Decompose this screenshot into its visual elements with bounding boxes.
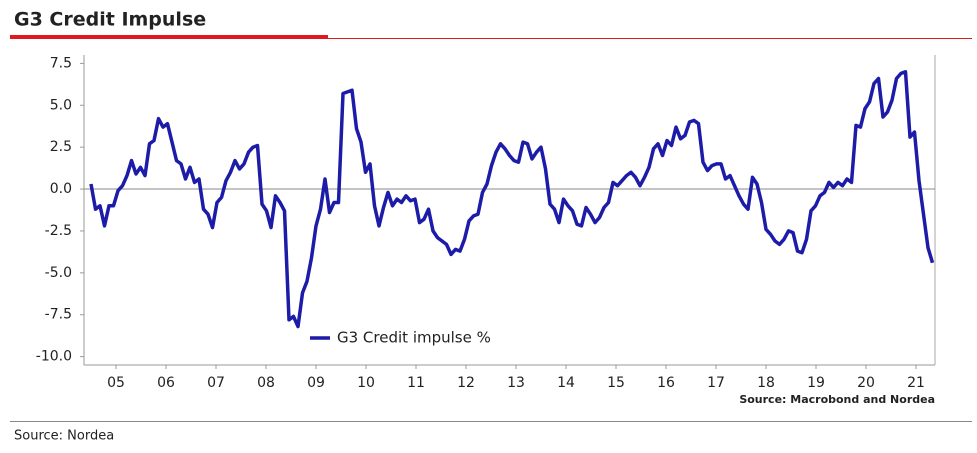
y-tick-label: 2.5 [50, 139, 72, 155]
x-tick-label: 19 [807, 375, 825, 391]
x-tick-label: 20 [857, 375, 875, 391]
x-tick-label: 08 [257, 375, 275, 391]
y-tick-label: -7.5 [45, 307, 72, 323]
x-tick-label: 05 [107, 375, 125, 391]
x-tick-label: 15 [607, 375, 625, 391]
legend-label: G3 Credit impulse % [337, 329, 491, 347]
series-line [89, 70, 935, 329]
x-tick-label: 06 [157, 375, 175, 391]
y-tick-label: 0.0 [50, 181, 72, 197]
y-tick-label: -2.5 [45, 223, 72, 239]
x-tick-label: 11 [407, 375, 425, 391]
footer: Source: Nordea [14, 429, 114, 444]
x-tick-label: 12 [457, 375, 475, 391]
x-tick-label: 16 [657, 375, 675, 391]
x-tick-label: 10 [357, 375, 375, 391]
x-tick-label: 07 [207, 375, 225, 391]
y-tick-label: -10.0 [36, 349, 72, 365]
y-tick-label: -5.0 [45, 265, 72, 281]
title-bar [10, 35, 328, 39]
x-tick-label: 18 [757, 375, 775, 391]
y-tick-label: 5.0 [50, 97, 72, 113]
source-note: Source: Macrobond and Nordea [739, 393, 935, 406]
x-tick-label: 14 [557, 375, 575, 391]
x-tick-label: 21 [907, 375, 925, 391]
chart-title: G3 Credit Impulse [14, 9, 206, 31]
x-tick-label: 13 [507, 375, 525, 391]
x-tick-label: 17 [707, 375, 725, 391]
y-tick-label: 7.5 [50, 55, 72, 71]
x-tick-label: 09 [307, 375, 325, 391]
